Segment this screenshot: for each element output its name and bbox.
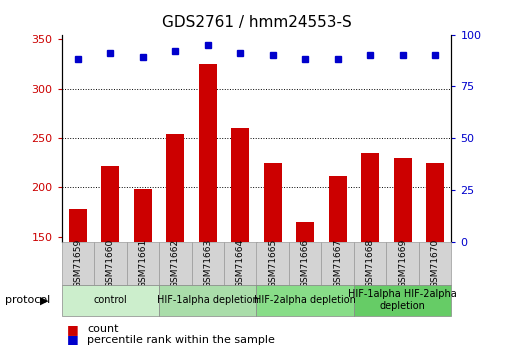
Text: ■: ■	[67, 323, 78, 336]
Bar	[69, 209, 87, 242]
Text: HIF-1alpha depletion: HIF-1alpha depletion	[157, 295, 259, 305]
Bar	[94, 241, 127, 285]
Bar	[62, 241, 94, 285]
Text: percentile rank within the sample: percentile rank within the sample	[87, 335, 275, 345]
Bar	[361, 153, 379, 242]
Text: GSM71664: GSM71664	[236, 238, 245, 288]
Bar	[256, 241, 289, 285]
Text: GSM71668: GSM71668	[366, 238, 374, 288]
Text: GSM71660: GSM71660	[106, 238, 115, 288]
Bar	[199, 64, 216, 242]
Bar	[127, 241, 159, 285]
Bar	[231, 128, 249, 242]
Text: GSM71662: GSM71662	[171, 238, 180, 288]
Bar	[354, 285, 451, 316]
Text: GSM71661: GSM71661	[139, 238, 147, 288]
Bar	[102, 166, 119, 242]
Bar	[159, 241, 191, 285]
Bar	[166, 134, 184, 242]
Bar	[264, 162, 282, 242]
Bar	[62, 285, 159, 316]
Bar	[426, 162, 444, 242]
Bar	[134, 189, 152, 241]
Text: HIF-2alpha depletion: HIF-2alpha depletion	[254, 295, 356, 305]
Text: GDS2761 / hmm24553-S: GDS2761 / hmm24553-S	[162, 15, 351, 30]
Text: GSM71659: GSM71659	[73, 238, 82, 288]
Bar	[322, 241, 354, 285]
Bar	[297, 222, 314, 242]
Text: ▶: ▶	[40, 295, 49, 305]
Text: GSM71665: GSM71665	[268, 238, 277, 288]
Text: ■: ■	[67, 333, 78, 345]
Text: protocol: protocol	[5, 295, 50, 305]
Bar	[224, 241, 256, 285]
Bar	[394, 158, 411, 241]
Text: GSM71670: GSM71670	[431, 238, 440, 288]
Text: GSM71666: GSM71666	[301, 238, 310, 288]
Bar	[159, 285, 256, 316]
Text: control: control	[93, 295, 127, 305]
Bar	[354, 241, 386, 285]
Text: GSM71663: GSM71663	[203, 238, 212, 288]
Text: HIF-1alpha HIF-2alpha
depletion: HIF-1alpha HIF-2alpha depletion	[348, 289, 457, 311]
Text: count: count	[87, 325, 119, 334]
Bar	[386, 241, 419, 285]
Bar	[256, 285, 354, 316]
Bar	[191, 241, 224, 285]
Text: GSM71669: GSM71669	[398, 238, 407, 288]
Bar	[329, 176, 347, 242]
Bar	[419, 241, 451, 285]
Bar	[289, 241, 322, 285]
Text: GSM71667: GSM71667	[333, 238, 342, 288]
